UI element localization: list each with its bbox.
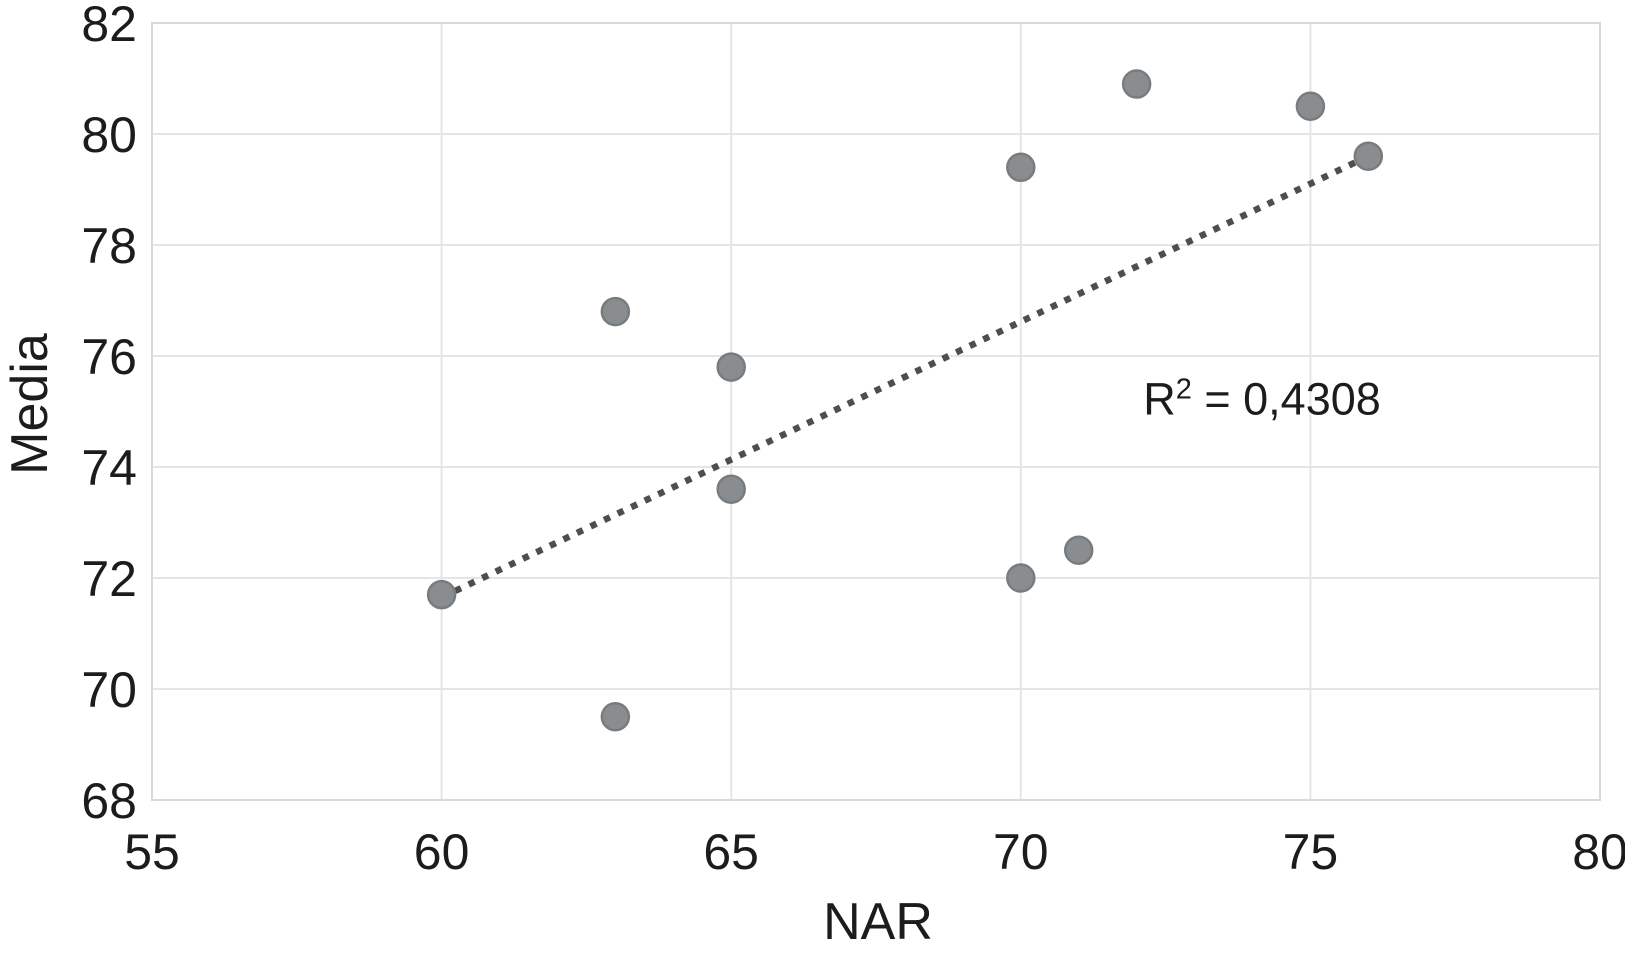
- r-squared-base: R: [1143, 373, 1176, 425]
- y-tick-label: 76: [81, 329, 137, 385]
- y-tick-label: 74: [81, 440, 137, 496]
- x-tick-label: 75: [1283, 824, 1339, 880]
- y-tick-label: 72: [81, 551, 137, 607]
- data-point: [1353, 141, 1384, 171]
- y-tick-label: 70: [81, 662, 137, 718]
- x-tick-label: 55: [124, 824, 180, 880]
- x-tick-label: 65: [703, 824, 759, 880]
- x-tick-label: 60: [414, 824, 470, 880]
- x-axis-title: NAR: [823, 893, 933, 951]
- data-point: [1121, 69, 1152, 99]
- data-point: [1006, 152, 1036, 183]
- data-point: [1295, 91, 1326, 121]
- r-squared-value: = 0,4308: [1191, 373, 1381, 425]
- x-tick-label: 80: [1572, 824, 1625, 880]
- r-squared-exponent: 2: [1175, 373, 1192, 406]
- data-point: [426, 579, 457, 610]
- data-point: [716, 352, 746, 382]
- x-tick-label: 70: [993, 824, 1049, 880]
- data-point: [600, 702, 631, 732]
- trendline: [440, 153, 1370, 601]
- y-axis-title: Media: [1, 333, 59, 475]
- data-point: [1006, 563, 1036, 593]
- data-point: [1063, 535, 1094, 565]
- plot-border: [151, 22, 1601, 801]
- y-tick-label: 68: [81, 773, 137, 829]
- y-tick-label: 82: [81, 0, 137, 52]
- data-point: [716, 474, 746, 504]
- r-squared-annotation: R2 = 0,4308: [1143, 373, 1381, 425]
- y-tick-label: 78: [81, 218, 137, 274]
- data-point: [600, 296, 631, 327]
- y-tick-label: 80: [81, 107, 137, 163]
